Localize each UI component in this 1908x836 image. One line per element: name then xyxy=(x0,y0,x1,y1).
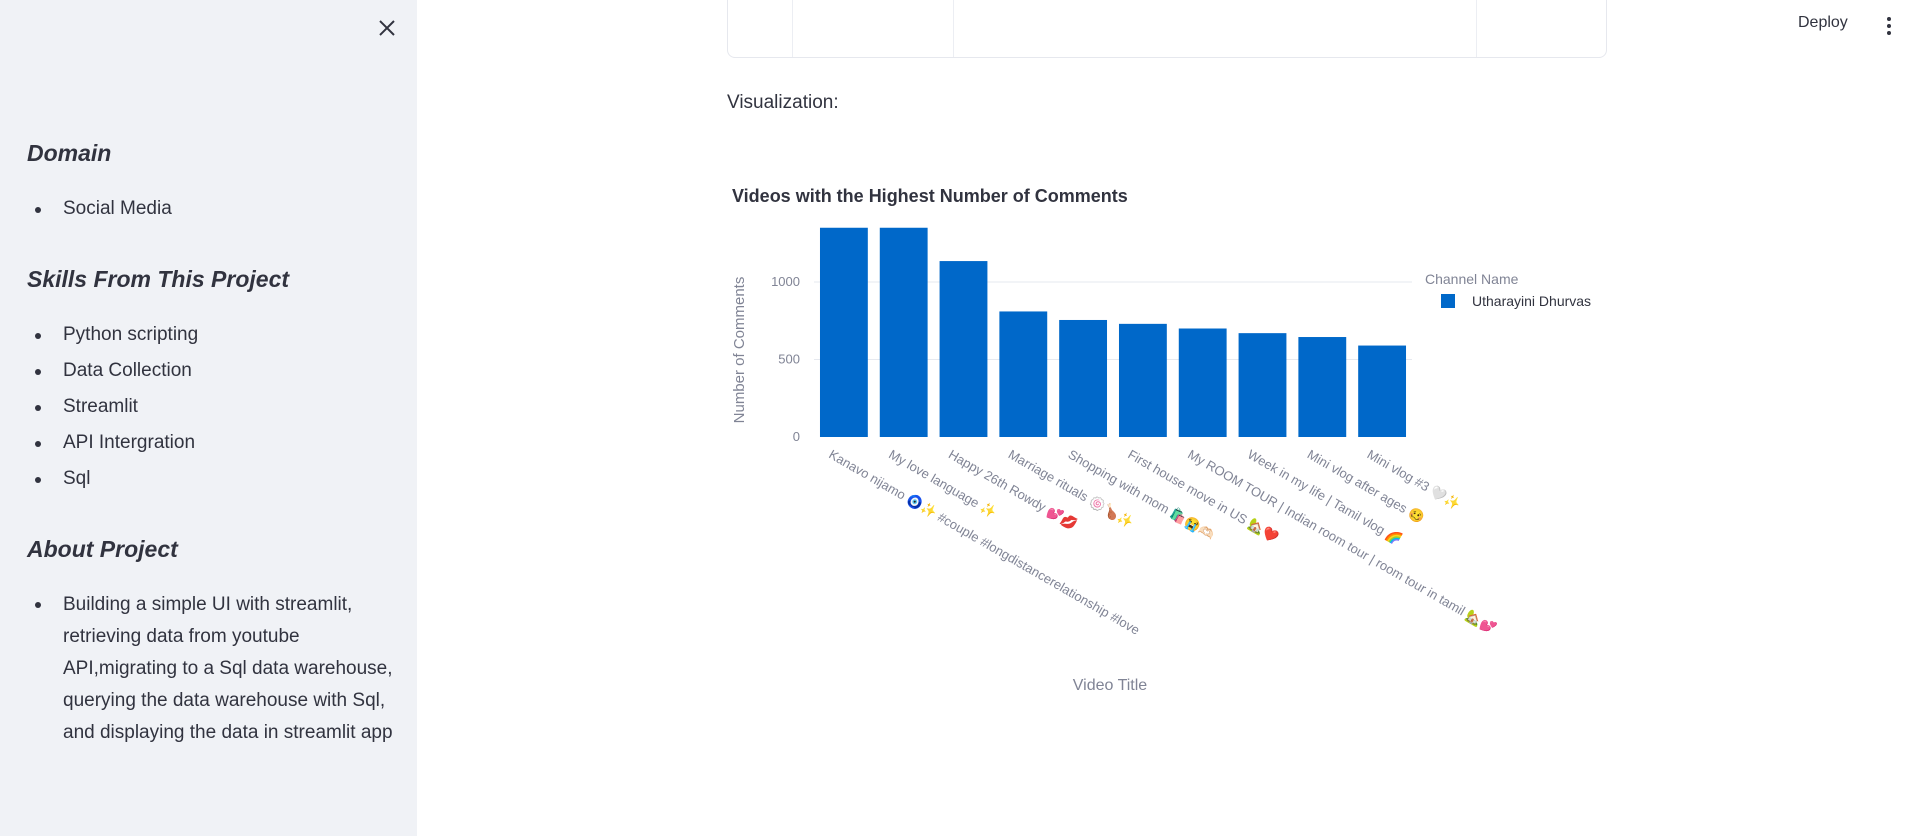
legend-title: Channel Name xyxy=(1425,271,1519,287)
bar[interactable] xyxy=(1178,328,1227,438)
section-heading-domain: Domain xyxy=(27,140,112,166)
legend[interactable]: Channel Name Utharayini Dhurvas xyxy=(1425,271,1591,309)
close-sidebar-button[interactable] xyxy=(373,14,401,42)
deploy-button[interactable]: Deploy xyxy=(1798,14,1848,31)
dataframe-table[interactable] xyxy=(727,0,1607,58)
skills-list: Python scripting Data Collection Streaml… xyxy=(27,317,198,497)
about-list: Building a simple UI with streamlit, ret… xyxy=(27,589,403,749)
list-item: Building a simple UI with streamlit, ret… xyxy=(27,589,403,749)
list-item: Sql xyxy=(27,461,198,497)
list-item: Python scripting xyxy=(27,317,198,353)
legend-entry: Utharayini Dhurvas xyxy=(1472,293,1591,309)
y-tick-label: 1000 xyxy=(771,274,800,289)
list-item: Social Media xyxy=(27,191,172,227)
x-axis-ticks: Kanavo nijamo 🧿✨ #couple #longdistancere… xyxy=(826,446,1499,638)
bar[interactable] xyxy=(819,227,868,437)
list-item: API Intergration xyxy=(27,425,198,461)
bar[interactable] xyxy=(1059,319,1108,437)
y-tick-label: 0 xyxy=(793,429,800,444)
chart-title: Videos with the Highest Number of Commen… xyxy=(732,186,1128,206)
section-heading-about: About Project xyxy=(27,536,178,562)
bar[interactable] xyxy=(939,261,988,437)
more-vertical-icon xyxy=(1887,17,1891,21)
domain-list: Social Media xyxy=(27,191,172,227)
x-axis-label: Video Title xyxy=(1073,677,1148,694)
y-axis-ticks: 0 500 1000 xyxy=(771,274,800,444)
legend-swatch xyxy=(1441,294,1455,308)
close-icon xyxy=(379,20,395,36)
bar[interactable] xyxy=(1238,333,1287,437)
bar[interactable] xyxy=(1118,323,1167,437)
section-heading-skills: Skills From This Project xyxy=(27,266,290,292)
bar[interactable] xyxy=(879,227,928,437)
bar[interactable] xyxy=(1358,345,1407,437)
y-axis-label: Number of Comments xyxy=(731,277,748,424)
bar[interactable] xyxy=(999,311,1048,437)
bars xyxy=(819,227,1407,438)
y-tick-label: 500 xyxy=(778,352,800,367)
bar-chart[interactable]: Videos with the Highest Number of Commen… xyxy=(717,170,1617,710)
sidebar: Domain Social Media Skills From This Pro… xyxy=(0,0,417,836)
visualization-label: Visualization: xyxy=(727,92,839,113)
main-menu-button[interactable] xyxy=(1880,14,1898,42)
list-item: Data Collection xyxy=(27,353,198,389)
bar[interactable] xyxy=(1298,337,1347,437)
list-item: Streamlit xyxy=(27,389,198,425)
